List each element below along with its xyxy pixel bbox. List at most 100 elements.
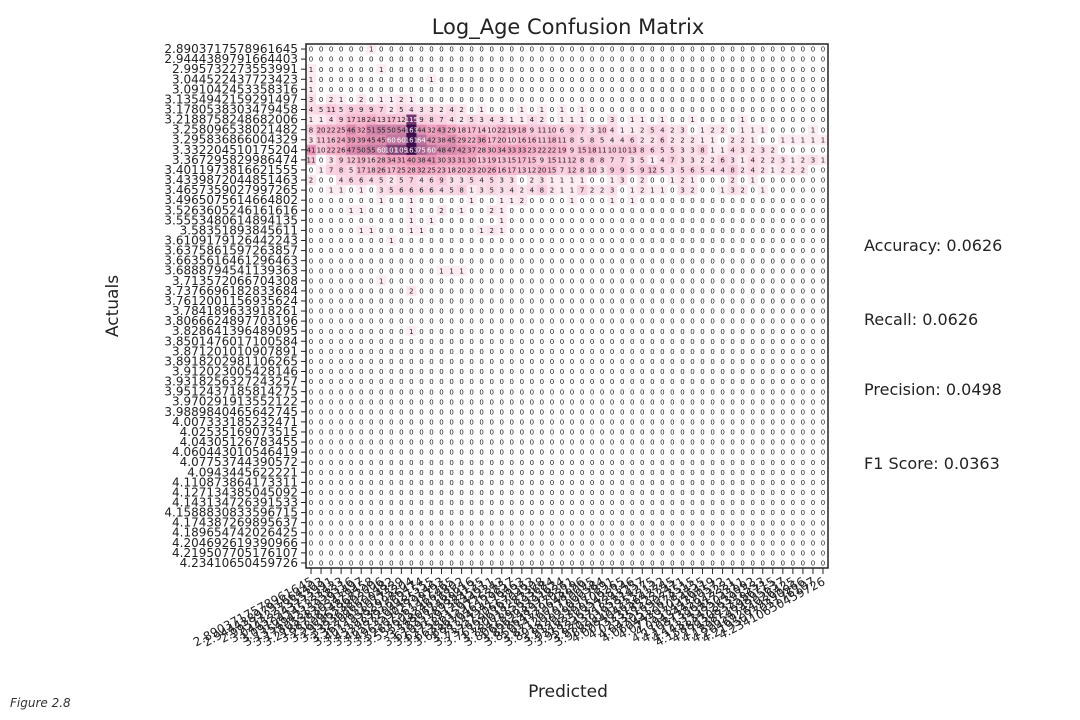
heatmap-cell-label: 0 — [489, 328, 493, 336]
heatmap-cell-label: 0 — [690, 358, 694, 366]
heatmap-cell-label: 0 — [329, 378, 333, 386]
heatmap-cell — [647, 84, 658, 95]
heatmap-cell-label: 1 — [660, 187, 664, 195]
heatmap-cell — [456, 64, 467, 75]
heatmap-cell — [667, 154, 678, 166]
heatmap-cell-label: 0 — [469, 217, 473, 225]
heatmap-cell-label: 0 — [590, 408, 594, 416]
heatmap-cell — [536, 164, 548, 176]
heatmap-cell-label: 0 — [479, 469, 483, 477]
heatmap-cell-label: 0 — [811, 429, 815, 437]
heatmap-cell — [647, 64, 658, 75]
heatmap-cell-label: 0 — [771, 298, 775, 306]
heatmap-cell-label: 0 — [750, 217, 754, 225]
heatmap-cell — [747, 114, 759, 125]
heatmap-cell-label: 0 — [439, 358, 443, 366]
heatmap-cell-label: 0 — [580, 418, 584, 426]
heatmap-cell — [326, 195, 337, 206]
heatmap-cell — [316, 114, 327, 125]
heatmap-cell-label: 0 — [510, 368, 514, 376]
heatmap-cell-label: 0 — [329, 237, 333, 245]
heatmap-cell — [737, 185, 748, 196]
heatmap-cell-label: 0 — [720, 449, 724, 457]
heatmap-cell — [667, 164, 678, 176]
heatmap-cell-label: 0 — [510, 237, 514, 245]
heatmap-cell-label: 0 — [540, 429, 544, 437]
heatmap-cell — [637, 205, 648, 216]
heatmap-cell-label: 0 — [700, 247, 704, 255]
heatmap-cell — [366, 84, 377, 95]
heatmap-cell-label: 0 — [349, 187, 353, 195]
heatmap-cell-label: 0 — [781, 449, 785, 457]
heatmap-cell-label: 8 — [540, 187, 544, 195]
heatmap-cell-label: 0 — [600, 338, 604, 346]
heatmap-cell — [787, 74, 799, 85]
heatmap-cell-label: 0 — [811, 479, 815, 487]
heatmap-cell — [587, 74, 598, 85]
heatmap-cell-label: 0 — [811, 116, 815, 124]
heatmap-cell-label: 0 — [801, 298, 805, 306]
heatmap-cell — [546, 54, 558, 65]
heatmap-cell-label: 0 — [670, 116, 674, 124]
heatmap-cell — [707, 215, 718, 226]
heatmap-cell — [536, 114, 548, 125]
heatmap-cell — [516, 74, 528, 85]
heatmap-cell — [386, 124, 397, 135]
heatmap-cell — [737, 154, 748, 166]
heatmap-cell — [717, 185, 728, 196]
heatmap-cell-label: 0 — [670, 308, 674, 316]
heatmap-cell — [466, 134, 477, 146]
heatmap-cell — [546, 154, 558, 166]
heatmap-cell-label: 0 — [801, 378, 805, 386]
heatmap-cell — [637, 94, 648, 105]
heatmap-cell — [436, 134, 447, 146]
heatmap-cell-label: 0 — [610, 368, 614, 376]
heatmap-cell-label: 26 — [337, 146, 346, 154]
heatmap-cell-label: 0 — [590, 56, 594, 64]
heatmap-cell-label: 0 — [530, 257, 534, 265]
heatmap-cell — [356, 235, 367, 246]
heatmap-cell — [767, 195, 779, 206]
heatmap-cell-label: 0 — [339, 287, 343, 295]
heatmap-cell-label: 0 — [791, 237, 795, 245]
heatmap-cell-label: 0 — [720, 237, 724, 245]
heatmap-cell — [687, 154, 698, 166]
heatmap-cell — [807, 225, 819, 236]
heatmap-cell-label: 1 — [469, 187, 473, 195]
heatmap-cell — [366, 205, 377, 216]
heatmap-cell-label: 0 — [680, 207, 684, 215]
heatmap-cell — [486, 225, 498, 236]
heatmap-cell — [346, 235, 357, 246]
heatmap-cell — [697, 64, 708, 75]
heatmap-cell-label: 2 — [550, 187, 554, 195]
heatmap-cell-label: 0 — [409, 56, 413, 64]
heatmap-cell-label: 0 — [459, 237, 463, 245]
heatmap-cell-label: 0 — [329, 298, 333, 306]
heatmap-cell-label: 0 — [660, 46, 664, 54]
heatmap-cell — [717, 175, 728, 186]
heatmap-cell-label: 0 — [319, 408, 323, 416]
heatmap-cell-label: 0 — [730, 348, 734, 356]
heatmap-cell-label: 0 — [469, 328, 473, 336]
heatmap-cell — [306, 84, 317, 95]
heatmap-cell-label: 0 — [369, 378, 373, 386]
heatmap-cell-label: 0 — [630, 459, 634, 467]
heatmap-cell-label: 0 — [610, 298, 614, 306]
heatmap-cell-label: 0 — [761, 106, 765, 114]
heatmap-cell — [587, 154, 598, 166]
heatmap-cell — [466, 94, 477, 105]
heatmap-cell — [747, 44, 759, 55]
heatmap-cell-label: 0 — [459, 429, 463, 437]
heatmap-cell-label: 0 — [550, 348, 554, 356]
heatmap-cell-label: 0 — [791, 479, 795, 487]
heatmap-cell-label: 0 — [409, 277, 413, 285]
heatmap-cell — [366, 225, 377, 236]
heatmap-cell-label: 0 — [600, 46, 604, 54]
heatmap-cell-label: 0 — [761, 388, 765, 396]
heatmap-cell — [376, 134, 387, 146]
heatmap-cell-label: 0 — [479, 86, 483, 94]
heatmap-cell — [526, 114, 538, 125]
heatmap-cell-label: 5 — [700, 167, 704, 175]
heatmap-cell-label: 2 — [740, 187, 744, 195]
heatmap-cell-label: 0 — [600, 479, 604, 487]
